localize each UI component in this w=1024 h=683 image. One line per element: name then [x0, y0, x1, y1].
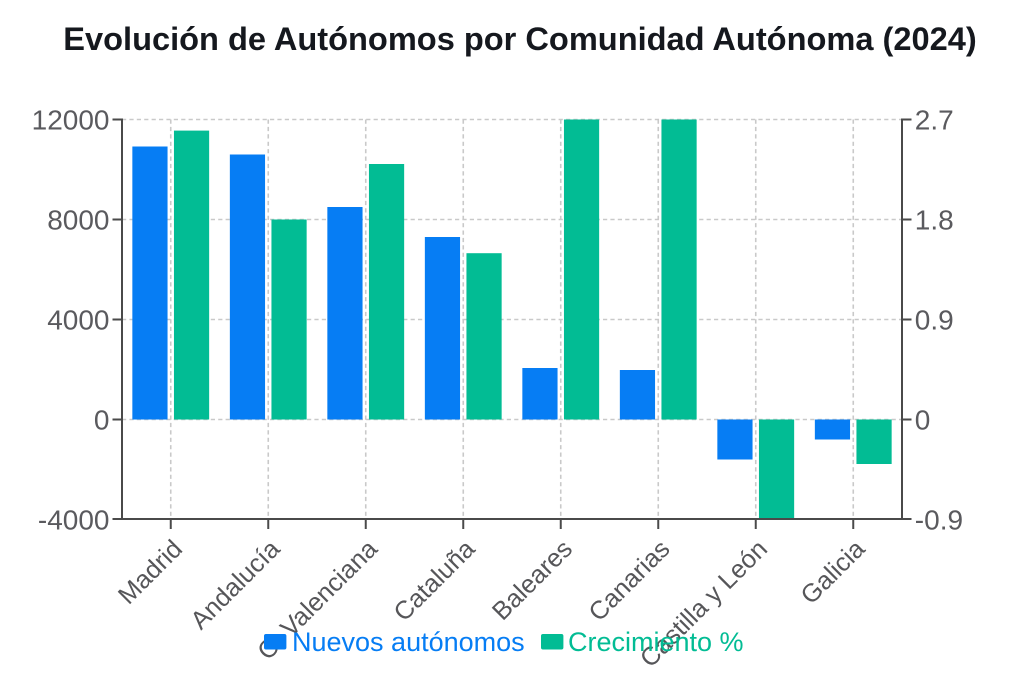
svg-text:4000: 4000	[47, 304, 109, 335]
svg-text:-0.9: -0.9	[915, 504, 963, 535]
svg-text:Crecimiento %: Crecimiento %	[568, 627, 744, 657]
svg-text:12000: 12000	[32, 104, 110, 135]
svg-text:Nuevos autónomos: Nuevos autónomos	[292, 627, 525, 657]
svg-text:0: 0	[94, 404, 110, 435]
svg-text:1.8: 1.8	[915, 204, 954, 235]
svg-text:0: 0	[915, 404, 931, 435]
svg-text:8000: 8000	[47, 204, 109, 235]
svg-text:-4000: -4000	[38, 504, 110, 535]
svg-text:2.7: 2.7	[915, 104, 954, 135]
svg-text:0.9: 0.9	[915, 304, 954, 335]
svg-text:Evolución de Autónomos por Com: Evolución de Autónomos por Comunidad Aut…	[63, 20, 976, 57]
